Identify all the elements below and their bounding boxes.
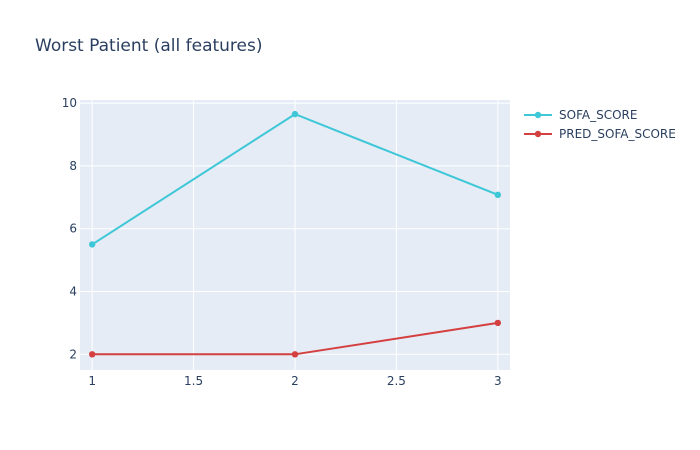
x-tick-label: 2	[291, 374, 299, 388]
data-point-pred-sofa-score[interactable]	[494, 319, 502, 327]
x-tick-label: 3	[494, 374, 502, 388]
data-point-sofa-score[interactable]	[494, 191, 502, 199]
legend-item-pred-sofa-score[interactable]: PRED_SOFA_SCORE	[524, 127, 676, 141]
chart-title: Worst Patient (all features)	[35, 36, 263, 56]
x-tick-label: 2.5	[387, 374, 406, 388]
data-point-sofa-score[interactable]	[88, 241, 96, 248]
legend-item-sofa-score[interactable]: SOFA_SCORE	[524, 108, 637, 122]
y-tick-label: 6	[69, 222, 77, 236]
data-point-pred-sofa-score[interactable]	[88, 351, 96, 358]
x-axis: 1 1.5 2 2.5 3	[88, 374, 501, 388]
legend-label: PRED_SOFA_SCORE	[559, 127, 676, 141]
data-point-sofa-score[interactable]	[291, 110, 299, 118]
legend[interactable]: SOFA_SCORE PRED_SOFA_SCORE	[524, 108, 676, 141]
y-tick-label: 8	[69, 159, 77, 173]
y-axis: 2 4 6 8 10	[62, 96, 77, 361]
legend-label: SOFA_SCORE	[559, 108, 637, 122]
x-tick-label: 1	[88, 374, 96, 388]
y-tick-label: 4	[69, 285, 77, 299]
y-tick-label: 2	[69, 347, 77, 361]
legend-marker-icon	[534, 130, 542, 138]
series-layer	[88, 110, 502, 358]
y-tick-label: 10	[62, 96, 77, 110]
legend-marker-icon	[534, 111, 542, 119]
x-tick-label: 1.5	[184, 374, 203, 388]
data-point-pred-sofa-score[interactable]	[291, 351, 299, 358]
